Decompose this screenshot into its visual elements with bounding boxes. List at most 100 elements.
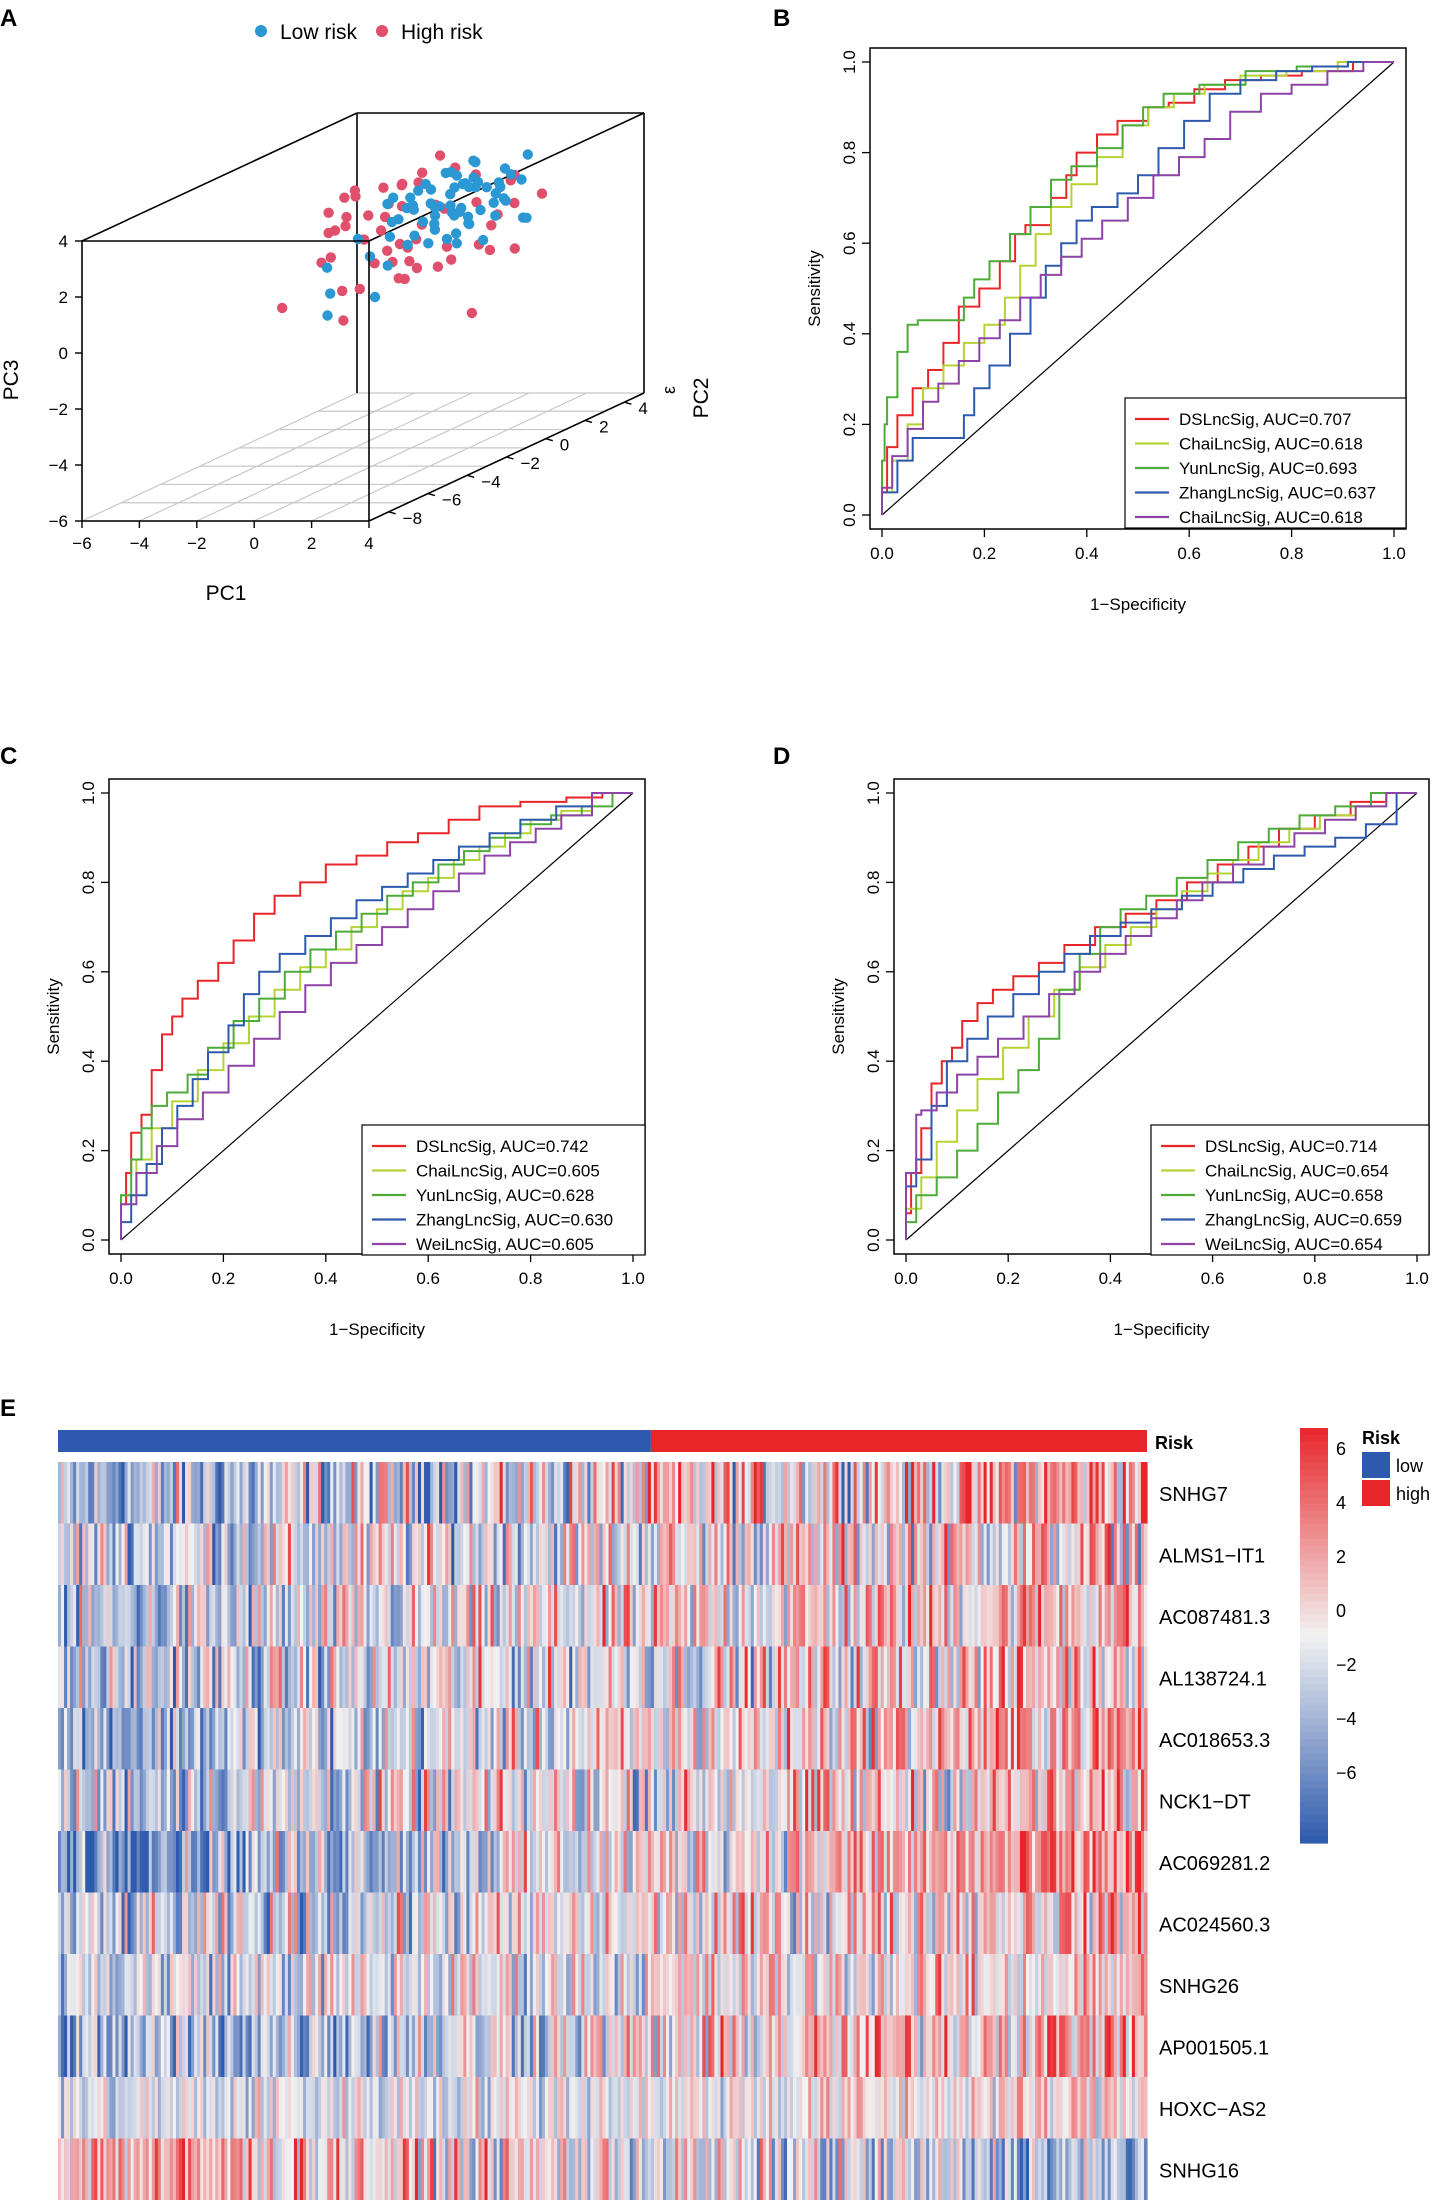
heatmap-cell <box>321 1462 325 1524</box>
heatmap-cell <box>998 1954 1003 2016</box>
heatmap-cell <box>121 1646 126 1709</box>
heatmap-cell <box>1029 1831 1033 1893</box>
legend-entry: ChaiLncSig, AUC=0.618 <box>1179 435 1363 454</box>
heatmap-cell <box>1086 1585 1091 1647</box>
heatmap-cell <box>1131 1831 1136 1893</box>
heatmap-cell <box>272 2077 277 2139</box>
heatmap-cell <box>962 1708 967 1770</box>
heatmap-cell <box>1095 1831 1100 1893</box>
heatmap-cell <box>58 1892 62 1955</box>
heatmap-cell <box>67 1585 71 1647</box>
heatmap-cell <box>620 1769 625 1832</box>
heatmap-cell <box>602 1892 607 1955</box>
heatmap-cell <box>741 1585 746 1647</box>
heatmap-cell <box>711 2138 716 2200</box>
z-tick-label: 4 <box>59 232 68 251</box>
heatmap-cell <box>835 2138 840 2200</box>
heatmap-cell <box>753 1585 758 1647</box>
heatmap-cell <box>309 1585 313 1647</box>
heatmap-cell <box>58 1831 62 1893</box>
heatmap-cell <box>433 1708 437 1770</box>
heatmap-cell <box>272 1462 277 1524</box>
heatmap-cell <box>853 1462 858 1524</box>
heatmap-cell <box>771 1769 776 1832</box>
heatmap-cell <box>974 1892 979 1955</box>
heatmap-cell <box>672 1769 676 1832</box>
heatmap-cell <box>911 2077 915 2139</box>
heatmap-cell <box>656 1708 661 1770</box>
heatmap-cell <box>554 1831 558 1893</box>
heatmap-cell <box>935 2015 939 2078</box>
heatmap-cell <box>82 2015 86 2078</box>
heatmap-cell <box>953 1646 958 1709</box>
heatmap-cell <box>941 1831 945 1893</box>
heatmap-cell <box>378 1646 383 1709</box>
heatmap-cell <box>175 1954 180 2016</box>
heatmap-cell <box>572 2077 576 2139</box>
heatmap-cell <box>593 1831 598 1893</box>
heatmap-cell <box>844 2015 849 2078</box>
heatmap-cell <box>296 1462 301 1524</box>
heatmap-cell <box>300 1831 304 1893</box>
heatmap-cell <box>387 2015 392 2078</box>
heatmap-cell <box>1101 1831 1106 1893</box>
heatmap-cell <box>753 1831 758 1893</box>
heatmap-cell <box>959 1646 964 1709</box>
heatmap-cell <box>744 1462 749 1524</box>
heatmap-cell <box>693 1892 697 1955</box>
heatmap-cell <box>484 1892 489 1955</box>
heatmap-cell <box>771 1892 776 1955</box>
heatmap-cell <box>157 1892 162 1955</box>
heatmap-cell <box>980 1646 985 1709</box>
heatmap-cell <box>808 1462 812 1524</box>
heatmap-cell <box>139 1831 144 1893</box>
heatmap-cell <box>287 2077 292 2139</box>
roc-curve-4 <box>120 792 633 1240</box>
heatmap-cell <box>1068 1954 1072 2016</box>
heatmap-cell <box>768 1769 773 1832</box>
heatmap-cell <box>1128 2077 1133 2139</box>
heatmap-cell <box>599 1646 604 1709</box>
heatmap-cell <box>874 1769 879 1832</box>
heatmap-cell <box>442 1831 446 1893</box>
heatmap-cell <box>136 1585 141 1647</box>
heatmap-cell <box>638 1462 643 1524</box>
heatmap-cell <box>405 1585 410 1647</box>
heatmap-cell <box>182 1769 186 1832</box>
heatmap-cell <box>814 1831 818 1893</box>
y-tick-label: 0.8 <box>864 871 883 895</box>
heatmap-cell <box>185 1523 189 1586</box>
heatmap-cell <box>708 1708 713 1770</box>
heatmap-cell <box>1122 1462 1127 1524</box>
heatmap-cell <box>989 1831 994 1893</box>
x-tick-label: −2 <box>187 534 206 553</box>
heatmap-cell <box>254 1646 259 1709</box>
heatmap-cell <box>635 1892 640 1955</box>
heatmap-cell <box>768 1831 773 1893</box>
heatmap-cell <box>675 1892 679 1955</box>
heatmap-cell <box>112 2138 117 2200</box>
heatmap-cell <box>1029 1585 1033 1647</box>
heatmap-cell <box>647 1892 652 1955</box>
heatmap-cell <box>266 1646 271 1709</box>
heatmap-cell <box>938 2077 942 2139</box>
heatmap-cell <box>478 1708 483 1770</box>
heatmap-cell <box>275 1708 280 1770</box>
heatmap-cell <box>847 1831 852 1893</box>
heatmap-cell <box>451 1708 455 1770</box>
heatmap-cell <box>672 2138 676 2200</box>
heatmap-cell <box>366 1708 371 1770</box>
heatmap-cell <box>360 2138 365 2200</box>
heatmap-cell <box>1104 1708 1109 1770</box>
heatmap-cell <box>85 2015 89 2078</box>
heatmap-cell <box>1001 1769 1006 1832</box>
heatmap-cell <box>732 1585 737 1647</box>
heatmap-cell <box>611 1646 616 1709</box>
heatmap-cell <box>901 1831 906 1893</box>
heatmap-cell <box>560 2077 564 2139</box>
heatmap-cell <box>133 2077 138 2139</box>
heatmap-cell <box>532 1646 537 1709</box>
pca-ylabel: PC2 <box>690 378 713 419</box>
heatmap-cell <box>532 2138 537 2200</box>
heatmap-cell <box>644 1831 649 1893</box>
